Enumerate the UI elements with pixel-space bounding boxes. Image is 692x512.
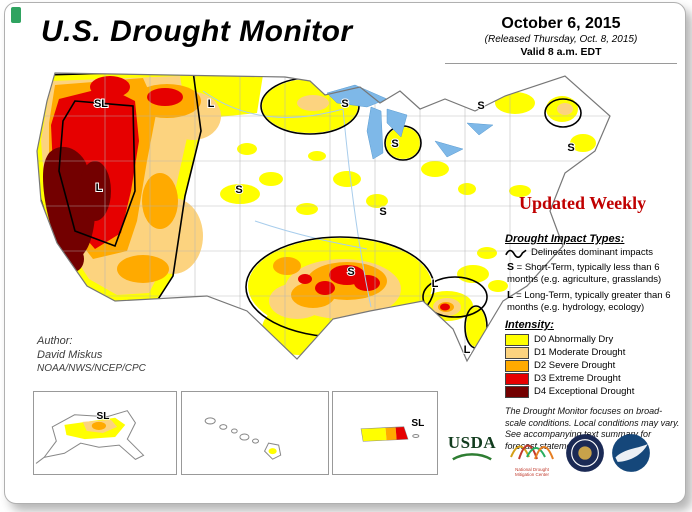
author-name: David Miskus [37, 348, 103, 361]
author-heading: Author: [37, 335, 73, 347]
d2-swatch [505, 359, 529, 372]
d1-label: D1 Moderate Drought [534, 347, 626, 359]
impact-label-s: S [347, 266, 354, 278]
usda-swoosh-icon [452, 453, 492, 461]
puerto-rico-impact-label: SL [411, 418, 424, 429]
ndmc-logo-caption: National Drought Mitigation Center [514, 467, 550, 477]
lake-ontario [466, 122, 494, 136]
long-term-key: L [507, 288, 514, 301]
d0-swatch [505, 333, 529, 346]
impact-label-s: S [235, 184, 242, 196]
impact-label-s: S [477, 100, 484, 112]
impact-types-heading: Drought Impact Types: [505, 233, 625, 245]
legend-item-d0: D0 Abnormally Dry [505, 333, 681, 346]
short-term-key: S [507, 261, 515, 273]
impact-delineation-icon [505, 249, 527, 258]
lake-erie [434, 140, 464, 158]
delineates-label: Delineates dominant impacts [531, 247, 653, 258]
ndmc-logo: National Drought Mitigation Center [505, 437, 559, 477]
legend-item-d2: D2 Severe Drought [505, 359, 681, 372]
lake-huron [386, 108, 408, 138]
d3-swatch [505, 372, 529, 385]
d2-label: D2 Severe Drought [534, 360, 616, 372]
inset-alaska: SL [33, 391, 177, 475]
ndmc-scribble-icon [510, 444, 554, 460]
legend-item-d4: D4 Exceptional Drought [505, 385, 681, 398]
impact-label-l: L [96, 182, 103, 194]
impact-label-s: S [567, 142, 574, 154]
long-term-text: = Long-Term, typically greater than 6 mo… [507, 289, 671, 313]
lake-michigan [366, 106, 384, 160]
d4-label: D4 Exceptional Drought [534, 386, 635, 398]
alaska-impact-label: SL [96, 411, 109, 422]
impact-label-l: L [432, 278, 439, 290]
updated-weekly-note: Updated Weekly [519, 193, 647, 213]
released-date: (Released Thursday, Oct. 8, 2015) [484, 34, 638, 45]
d1-swatch [505, 346, 529, 359]
short-term-text: = Short-Term, typically less than 6 mont… [507, 262, 662, 285]
delineates-row: Delineates dominant impacts [505, 247, 681, 258]
author-block: Author: David Miskus NOAA/NWS/NCEP/CPC [37, 335, 146, 375]
impact-label-l: L [464, 344, 471, 356]
inset-hawaii [181, 391, 329, 475]
commerce-seal [565, 433, 605, 473]
impact-label-s: S [391, 138, 398, 150]
legend-item-d1: D1 Moderate Drought [505, 346, 681, 359]
corner-artifact [11, 7, 21, 23]
impact-label-s: S [379, 206, 386, 218]
impact-label-l: L [208, 98, 215, 110]
impact-label-s: S [341, 98, 348, 110]
disclaimer-text: The Drought Monitor focuses on broad-sca… [505, 405, 680, 452]
puerto-rico-map: SL [360, 417, 425, 442]
alaska-map: SL [35, 410, 145, 464]
legend-item-d3: D3 Extreme Drought [505, 372, 681, 385]
inset-puerto-rico: SL [332, 391, 438, 475]
d0-label: D0 Abnormally Dry [534, 334, 614, 346]
page-title: U.S. Drought Monitor [41, 15, 353, 48]
date-block: October 6, 2015 (Released Thursday, Oct.… [445, 15, 677, 64]
d3-label: D3 Extreme Drought [534, 373, 621, 385]
intensity-heading: Intensity: [505, 318, 554, 331]
author-org: NOAA/NWS/NCEP/CPC [37, 362, 146, 374]
long-term-definition: L = Long-Term, typically greater than 6 … [505, 289, 681, 313]
impact-label-sl: SL [94, 98, 108, 110]
hawaii-map [204, 417, 282, 460]
short-term-definition: S = Short-Term, typically less than 6 mo… [505, 261, 681, 285]
valid-time: Valid 8 a.m. EDT [520, 46, 602, 58]
noaa-logo [611, 433, 651, 473]
map-legend: Drought Impact Types: Delineates dominan… [505, 233, 681, 453]
usda-logo: USDA [443, 433, 501, 475]
usda-logo-text: USDA [447, 433, 497, 452]
report-date: October 6, 2015 [501, 15, 621, 32]
commerce-seal-icon [566, 434, 604, 472]
d4-swatch [505, 385, 529, 398]
noaa-seal-icon [612, 434, 650, 472]
drought-monitor-card: U.S. Drought Monitor October 6, 2015 (Re… [4, 2, 686, 504]
